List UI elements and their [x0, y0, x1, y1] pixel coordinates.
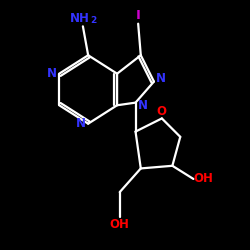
Text: OH: OH [110, 218, 130, 232]
Text: O: O [157, 104, 167, 118]
Text: I: I [136, 9, 140, 22]
Text: NH: NH [70, 12, 90, 25]
Text: OH: OH [194, 172, 213, 186]
Text: 2: 2 [90, 16, 96, 25]
Text: N: N [138, 99, 148, 112]
Text: N: N [47, 67, 57, 80]
Text: N: N [156, 72, 166, 85]
Text: N: N [76, 117, 86, 130]
